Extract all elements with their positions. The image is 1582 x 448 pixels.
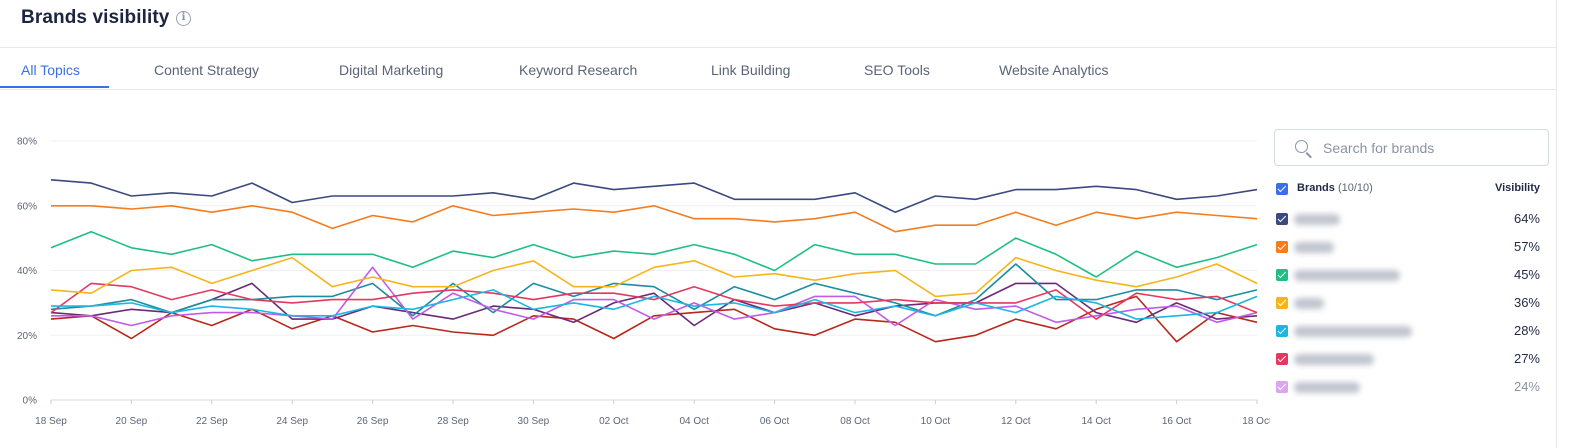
x-tick-label: 06 Oct <box>760 416 790 427</box>
x-tick-label: 24 Sep <box>276 416 308 427</box>
legend-row[interactable]: 28% <box>1276 323 1540 339</box>
brand-name-redacted <box>1294 354 1374 365</box>
brand-search <box>1274 129 1549 166</box>
brands-count: (10/10) <box>1337 182 1373 194</box>
topic-tabs: All Topics Content Strategy Digital Mark… <box>0 49 1556 90</box>
select-all-checkbox[interactable] <box>1276 183 1288 195</box>
x-tick-label: 18 Oct <box>1242 416 1270 427</box>
series-line[interactable] <box>51 289 1258 320</box>
brand-name-redacted <box>1294 382 1360 393</box>
x-tick-label: 28 Sep <box>437 416 469 427</box>
visibility-line-chart: 0% 20% 40% 60% 80% 18 Sep 20 Sep 22 Sep 24 Sep 26… <box>17 137 1270 428</box>
chart-grid <box>51 140 1257 401</box>
x-tick-label: 12 Oct <box>1001 416 1031 427</box>
x-tick-label: 20 Sep <box>116 416 148 427</box>
tab-seo-tools[interactable]: SEO Tools <box>864 62 930 78</box>
brand-name-redacted <box>1294 242 1334 253</box>
x-tick-label: 18 Sep <box>35 416 67 427</box>
legend-row[interactable]: 57% <box>1276 239 1540 255</box>
header: Brands visibility i <box>0 0 1556 48</box>
y-tick-label: 0% <box>23 396 38 407</box>
legend-row[interactable]: 45% <box>1276 267 1540 283</box>
x-tick-label: 10 Oct <box>921 416 951 427</box>
legend-row[interactable]: 36% <box>1276 295 1540 311</box>
series-line[interactable] <box>50 256 1258 298</box>
legend-row[interactable]: 27% <box>1276 351 1540 367</box>
visibility-label: Visibility <box>1494 182 1540 194</box>
brand-checkbox[interactable] <box>1276 381 1288 393</box>
series-line[interactable] <box>50 179 1258 213</box>
chart-series <box>50 179 1258 343</box>
x-tick-label: 16 Oct <box>1162 416 1192 427</box>
tab-all-topics[interactable]: All Topics <box>21 62 80 78</box>
brand-checkbox[interactable] <box>1276 325 1288 337</box>
search-input[interactable] <box>1323 138 1538 158</box>
brands-label: Brands (10/10) <box>1297 182 1373 194</box>
brand-checkbox[interactable] <box>1276 297 1288 309</box>
tab-content-strategy[interactable]: Content Strategy <box>154 62 260 78</box>
x-tick-label: 04 Oct <box>679 416 709 427</box>
brand-checkbox[interactable] <box>1276 241 1288 253</box>
series-line[interactable] <box>50 230 1258 278</box>
brand-visibility-value: 64% <box>1513 211 1540 226</box>
tab-keyword-research[interactable]: Keyword Research <box>519 62 638 78</box>
brand-name-redacted <box>1294 326 1412 337</box>
series-line[interactable] <box>51 266 1258 327</box>
y-tick-label: 20% <box>17 331 37 342</box>
tab-link-building[interactable]: Link Building <box>711 62 791 78</box>
x-tick-label: 22 Sep <box>196 416 228 427</box>
x-tick-label: 26 Sep <box>357 416 389 427</box>
series-line[interactable] <box>50 282 1258 320</box>
page-title: Brands visibility <box>21 7 170 28</box>
brand-name-redacted <box>1294 298 1324 309</box>
brand-checkbox[interactable] <box>1276 213 1288 225</box>
brand-name-redacted <box>1294 270 1400 281</box>
brand-visibility-value: 27% <box>1513 351 1540 366</box>
active-tab-indicator <box>0 86 109 88</box>
brand-checkbox[interactable] <box>1276 269 1288 281</box>
y-tick-label: 40% <box>17 266 37 277</box>
tab-website-analytics[interactable]: Website Analytics <box>999 62 1109 78</box>
brand-name-redacted <box>1294 214 1340 225</box>
brand-visibility-value: 45% <box>1513 267 1540 282</box>
brand-visibility-value: 36% <box>1513 295 1540 310</box>
brand-visibility-value: 28% <box>1513 323 1540 338</box>
brand-visibility-value: 24% <box>1513 379 1540 394</box>
brand-checkbox[interactable] <box>1276 353 1288 365</box>
series-line[interactable] <box>50 282 1258 327</box>
tab-digital-marketing[interactable]: Digital Marketing <box>339 62 444 78</box>
legend-row[interactable]: 64% <box>1276 211 1540 227</box>
series-line[interactable] <box>51 205 1258 233</box>
search-icon <box>1295 140 1308 153</box>
chart-axes: 0% 20% 40% 60% 80% 18 Sep 20 Sep 22 Sep 24 Sep 26… <box>17 137 1270 428</box>
x-tick-label: 30 Sep <box>518 416 550 427</box>
x-tick-label: 02 Oct <box>599 416 629 427</box>
x-tick-label: 14 Oct <box>1081 416 1111 427</box>
x-tick-label: 08 Oct <box>840 416 870 427</box>
info-icon[interactable]: i <box>176 11 191 26</box>
panel-border <box>1556 0 1557 448</box>
legend-row[interactable]: 24% <box>1276 379 1540 395</box>
brand-visibility-value: 57% <box>1513 239 1540 254</box>
y-tick-label: 80% <box>17 137 37 148</box>
y-tick-label: 60% <box>17 201 37 212</box>
legend-header: Brands (10/10) Visibility <box>1276 182 1540 198</box>
